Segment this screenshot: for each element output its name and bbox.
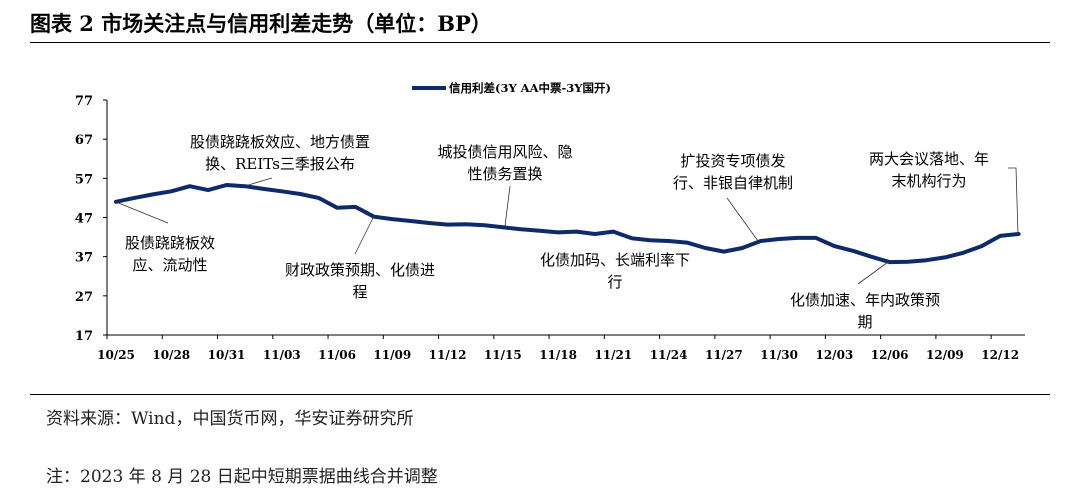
- x-tick-label: 11/27: [705, 348, 743, 362]
- annotation-leader-line: [1008, 167, 1019, 235]
- x-tick-label: 11/18: [539, 348, 577, 362]
- legend-label: 信用利差(3Y AA中票-3Y国开): [449, 81, 611, 95]
- y-tick-label: 47: [75, 212, 93, 227]
- annotation-text: 化债加速、年内政策预: [790, 291, 940, 309]
- annotation-text: 股债跷跷板效: [125, 234, 215, 252]
- y-tick-label: 37: [75, 251, 93, 266]
- annotation-text: 程: [352, 283, 367, 301]
- x-tick-label: 11/24: [650, 348, 688, 362]
- x-tick-label: 10/31: [208, 348, 246, 362]
- x-tick-label: 12/03: [815, 348, 853, 362]
- bottom-rule: [30, 394, 1050, 395]
- annotation-text: 城投债信用风险、隐: [437, 143, 572, 161]
- x-tick-label: 11/30: [760, 348, 798, 362]
- x-tick-label: 12/06: [871, 348, 909, 362]
- x-tick-label: 12/12: [981, 348, 1019, 362]
- x-tick-label: 11/03: [263, 348, 301, 362]
- x-tick-label: 11/09: [373, 348, 411, 362]
- annotation-text: 扩投资专项债发: [680, 152, 785, 170]
- y-tick-label: 57: [75, 172, 93, 187]
- x-tick-label: 11/06: [318, 348, 356, 362]
- annotation-text: 期: [857, 313, 872, 331]
- annotation-leader-line: [857, 261, 889, 285]
- y-tick-label: 27: [75, 290, 93, 305]
- annotation-leader-line: [354, 215, 375, 255]
- x-tick-label: 10/28: [152, 348, 190, 362]
- annotation-text: 换、REITs三季报公布: [205, 155, 355, 173]
- annotation-leader-line: [726, 197, 759, 242]
- figure-title: 图表 2 市场关注点与信用利差走势（单位：BP）: [30, 11, 492, 36]
- annotation-text: 财政政策预期、化债进: [285, 261, 435, 279]
- x-tick-label: 11/21: [594, 348, 632, 362]
- annotation-text: 行、非银自律机制: [673, 174, 793, 192]
- y-tick-label: 77: [75, 94, 93, 109]
- x-tick-label: 12/09: [926, 348, 964, 362]
- annotation-leader-line: [115, 201, 169, 224]
- annotation-leader-line: [244, 177, 273, 187]
- annotation-text: 化债加码、长端利率下: [540, 251, 690, 269]
- annotation-text: 行: [607, 273, 622, 291]
- y-tick-label: 67: [75, 133, 93, 148]
- annotation-text: 两大会议落地、年: [869, 150, 989, 168]
- x-tick-label: 11/15: [484, 348, 522, 362]
- source-note: 资料来源：Wind，中国货币网，华安证券研究所: [46, 409, 414, 429]
- top-rule: [30, 42, 1050, 43]
- annotation-text: 股债跷跷板效应、地方债置: [190, 133, 370, 151]
- x-tick-label: 11/12: [429, 348, 467, 362]
- x-tick-label: 10/25: [97, 348, 135, 362]
- annotation-text: 末机构行为: [891, 172, 966, 190]
- annotation-leader-line: [504, 185, 511, 227]
- annotation-text: 应、流动性: [132, 256, 207, 274]
- footnote: 注：2023 年 8 月 28 日起中短期票据曲线合并调整: [46, 467, 438, 487]
- annotation-text: 性债务置换: [467, 165, 542, 183]
- y-tick-label: 17: [75, 329, 93, 344]
- series-line: [114, 183, 1021, 265]
